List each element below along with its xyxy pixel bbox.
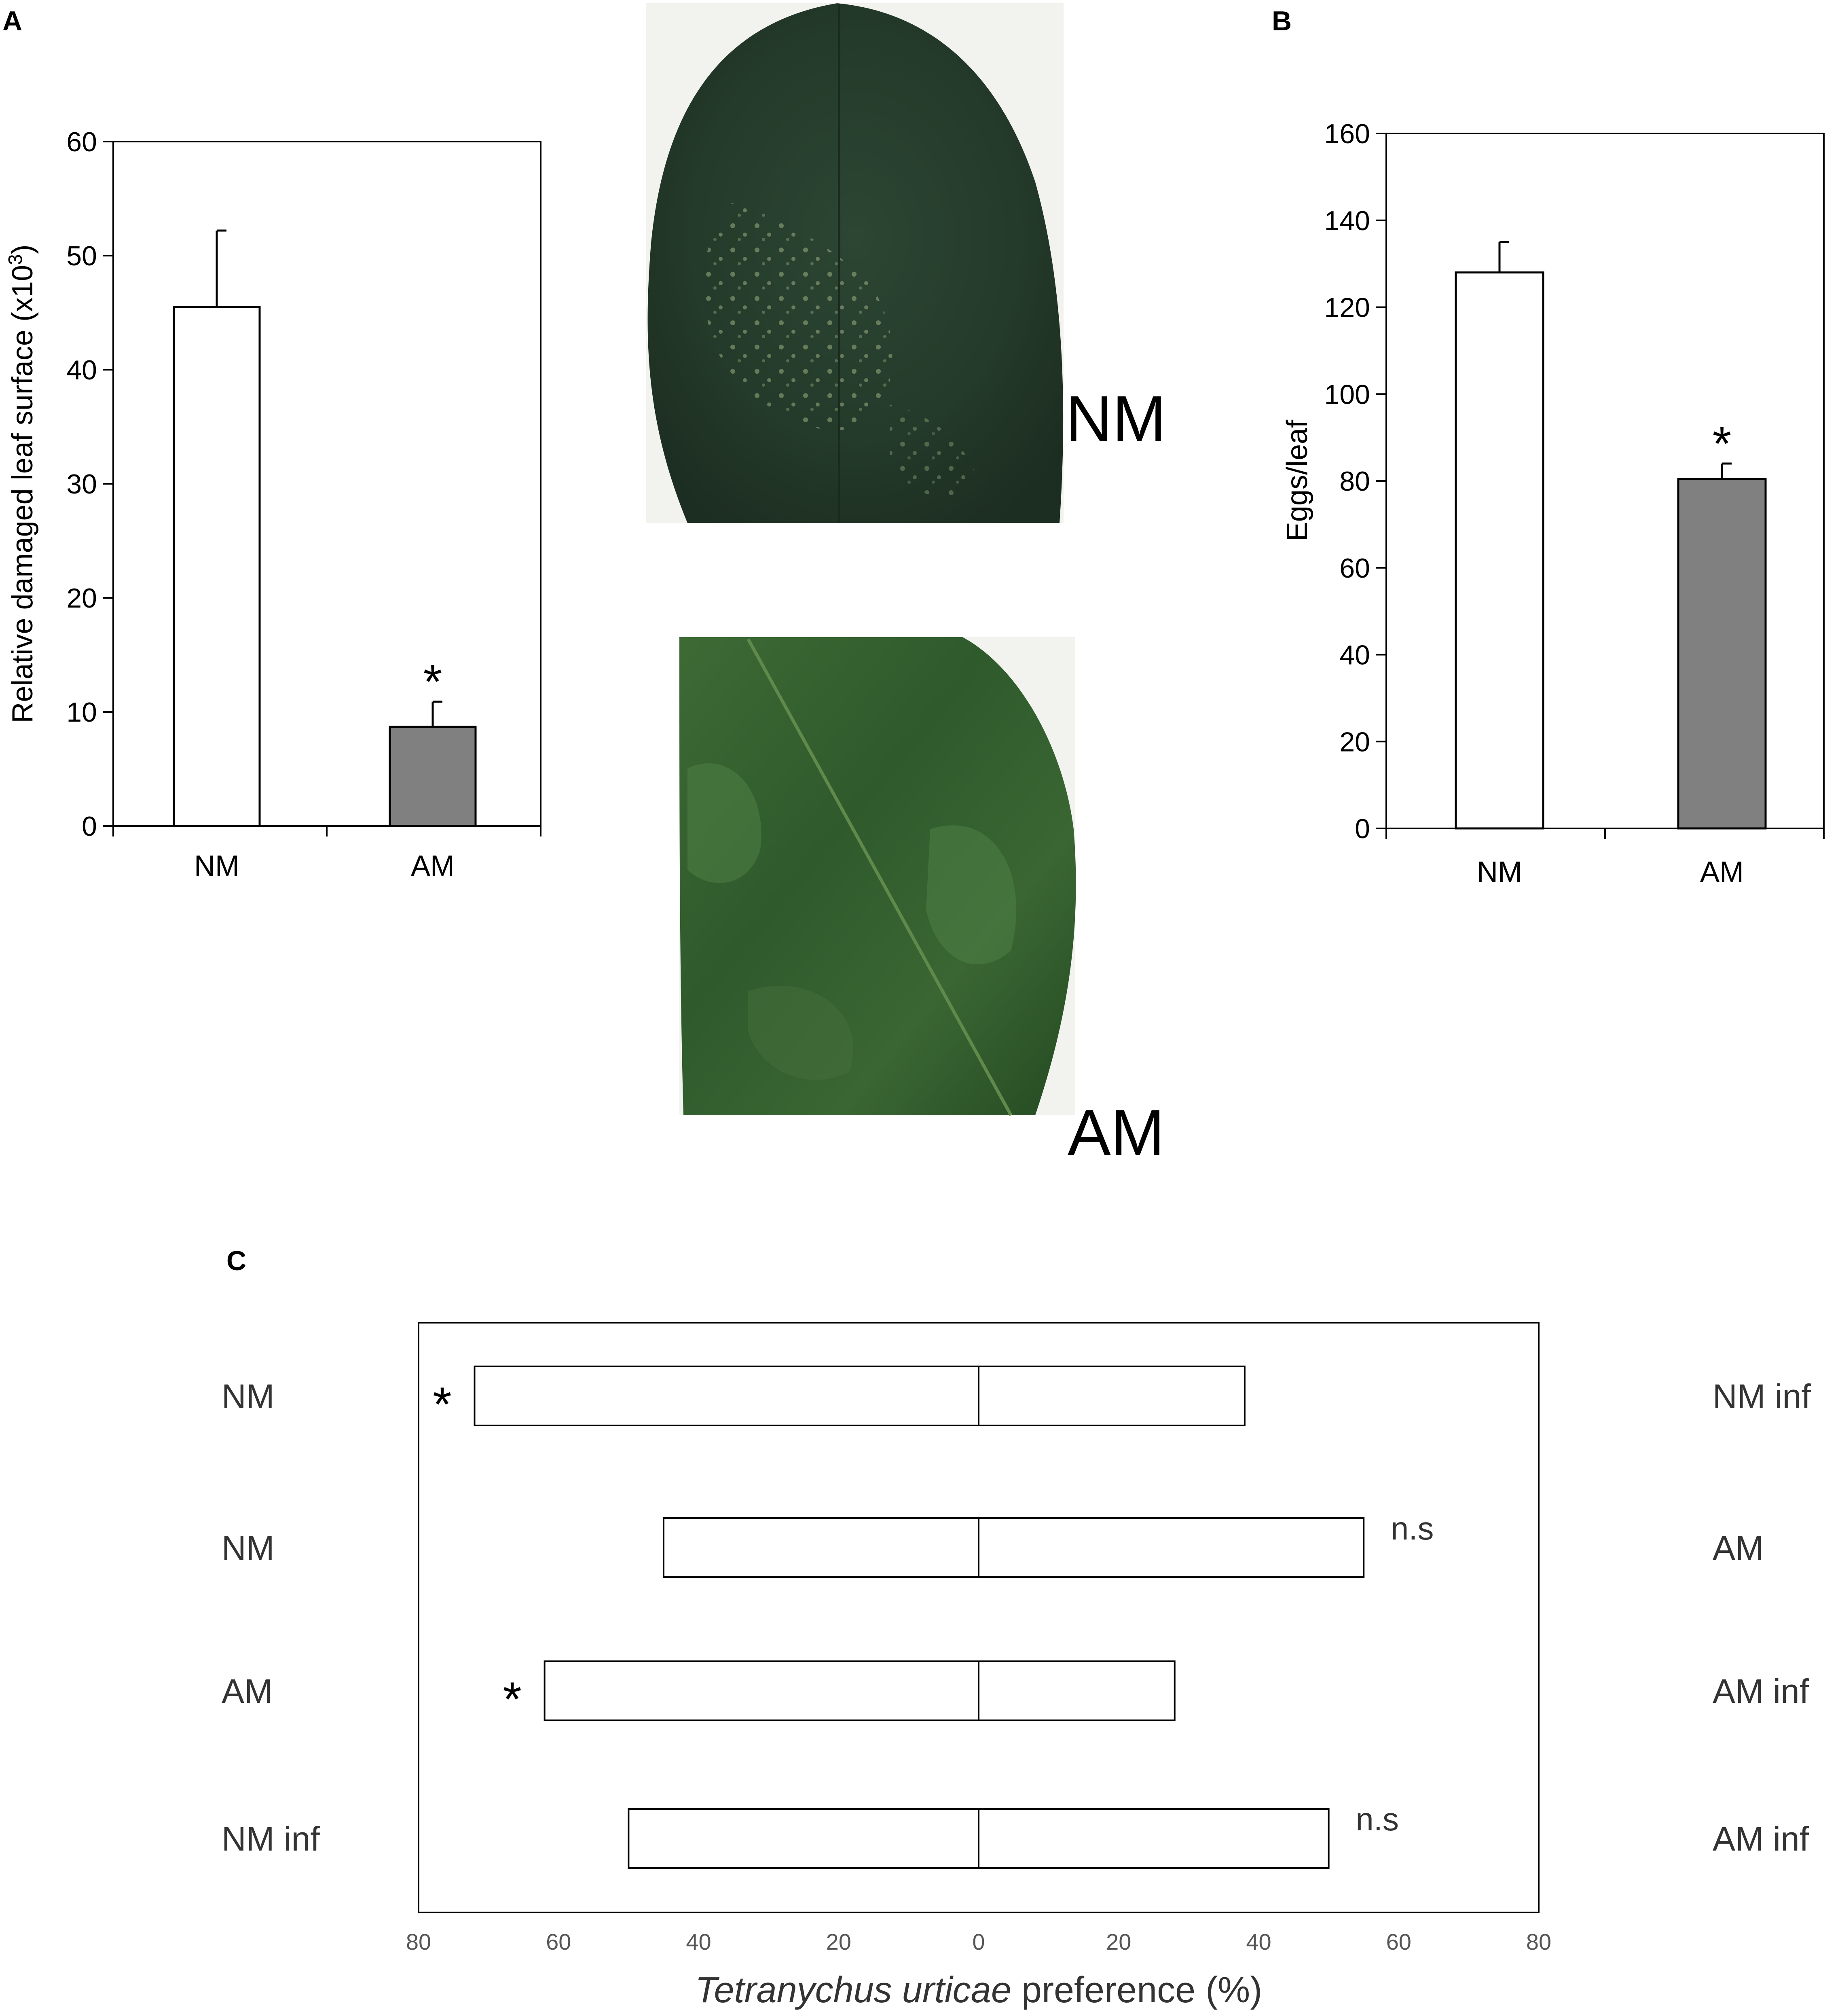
chart-c-ns-label: n.s (1356, 1801, 1399, 1837)
chart-b-category-am: AM (1700, 856, 1744, 888)
chart-b-y-tick-label: 60 (1339, 553, 1370, 584)
chart-c-x-tick-label: 40 (686, 1929, 711, 1955)
chart-b-y-tick-label: 80 (1339, 466, 1370, 497)
chart-a-x-axis (112, 826, 541, 836)
chart-a-y-label-sup: 3 (5, 254, 26, 265)
chart-a-bar-nm (173, 306, 261, 827)
chart-a: 0 10 20 30 40 50 60 * NM AM Relative damaged l… (5, 127, 541, 882)
photo-nm-leaf (646, 3, 1064, 523)
chart-b-bars: * (1455, 241, 1767, 830)
chart-a-y-label: Relative damaged leaf surface (x103) (5, 244, 39, 723)
chart-b-y-tick-label: 120 (1324, 292, 1370, 323)
chart-b-y-axis: 0 20 40 60 80 100 120 140 160 (1324, 119, 1386, 844)
chart-a-y-tick-label: 60 (66, 127, 97, 157)
chart-c-x-tick-label: 20 (826, 1929, 851, 1955)
chart-a-y-label-end: ) (6, 244, 39, 254)
chart-c-bar-right (978, 1517, 1365, 1578)
chart-c-x-tick-label: 60 (546, 1929, 571, 1955)
photo-am-label: AM (1068, 1096, 1165, 1169)
chart-c-bar-right (978, 1660, 1176, 1721)
chart-c-x-label: Tetranychus urticae preference (%) (695, 1970, 1262, 2010)
chart-a-bars: * (173, 229, 477, 827)
chart-a-y-tick-label: 10 (66, 697, 97, 728)
chart-c-frame (418, 1322, 1540, 1913)
chart-c-row-left-label: NM (222, 1529, 275, 1567)
chart-b-x-axis (1385, 828, 1825, 839)
chart-a-y-tick-label: 30 (66, 469, 97, 500)
chart-b-bar-nm (1455, 271, 1544, 830)
chart-c-row: NM NM inf * (222, 1366, 1811, 1432)
chart-c-row: NM AM n.s (222, 1510, 1764, 1578)
chart-c-x-label-rest: preference (%) (1011, 1970, 1262, 2010)
chart-a-y-tick-label: 20 (66, 583, 97, 614)
chart-c-row-right-label: AM inf (1713, 1672, 1809, 1710)
chart-a-y-tick-label: 50 (66, 241, 97, 271)
chart-a-significance-marker: * (423, 655, 442, 709)
chart-b-y-tick-label: 40 (1339, 640, 1370, 671)
chart-a-y-label-main: Relative damaged leaf surface (x10 (6, 265, 39, 723)
chart-c-x-tick-label: 80 (406, 1929, 431, 1955)
chart-b-y-label: Eggs/leaf (1281, 419, 1313, 541)
chart-a-y-axis: 0 10 20 30 40 50 60 (66, 127, 113, 842)
photo-nm-label: NM (1066, 382, 1166, 455)
chart-c-row: NM inf AM inf n.s (222, 1801, 1809, 1869)
chart-b-y-tick-label: 0 (1355, 813, 1370, 844)
chart-c-significance-marker: * (433, 1377, 452, 1432)
chart-b-y-tick-label: 160 (1324, 119, 1370, 149)
chart-b-category-nm: NM (1477, 856, 1522, 888)
chart-c-row-right-label: AM (1713, 1529, 1764, 1567)
chart-c-row-left-label: NM inf (222, 1820, 320, 1858)
chart-c-bar-left (544, 1660, 979, 1721)
chart-c: NM NM inf * NM AM n.s AM AM inf * NM inf AM inf n.s… (222, 1322, 1811, 2010)
chart-c-x-tick-label: 80 (1526, 1929, 1551, 1955)
chart-c-bar-left (662, 1517, 979, 1578)
chart-c-x-tick-label: 60 (1386, 1929, 1411, 1955)
chart-c-bar-right (978, 1808, 1330, 1869)
chart-c-bar-left (474, 1366, 979, 1426)
chart-c-x-ticks: 80 60 40 20 0 20 40 60 80 (406, 1929, 1551, 1955)
panel-letter-b: B (1272, 6, 1292, 36)
chart-c-bar-left (628, 1808, 979, 1869)
chart-c-rows: NM NM inf * NM AM n.s AM AM inf * NM inf AM inf n.s (222, 1366, 1811, 1869)
chart-c-row-right-label: AM inf (1713, 1820, 1809, 1858)
chart-b: 0 20 40 60 80 100 120 140 160 * NM AM Eggs/leaf (1281, 119, 1825, 888)
chart-b-significance-marker: * (1713, 417, 1732, 471)
chart-b-bar-am (1677, 478, 1767, 830)
chart-b-y-tick-label: 140 (1324, 205, 1370, 236)
chart-a-y-tick-label: 40 (66, 355, 97, 385)
chart-c-row-right-label: NM inf (1713, 1377, 1811, 1415)
chart-c-x-tick-label: 0 (972, 1929, 985, 1955)
chart-a-bar-am (389, 726, 477, 827)
chart-c-significance-marker: * (503, 1672, 522, 1726)
panel-letter-a: A (2, 6, 22, 36)
chart-c-row-left-label: AM (222, 1672, 273, 1710)
chart-c-bar-right (978, 1366, 1246, 1426)
photo-am-leaf (679, 637, 1076, 1116)
panel-letter-c: C (226, 1245, 246, 1276)
chart-a-category-nm: NM (194, 850, 239, 882)
chart-c-x-label-italic: Tetranychus urticae (695, 1970, 1011, 2010)
chart-b-y-tick-label: 20 (1339, 726, 1370, 757)
chart-c-ns-label: n.s (1391, 1510, 1434, 1546)
chart-c-row-left-label: NM (222, 1377, 275, 1415)
chart-a-category-am: AM (411, 850, 455, 882)
chart-c-row: AM AM inf * (222, 1660, 1809, 1726)
chart-a-y-tick-label: 0 (82, 811, 97, 842)
chart-c-x-tick-label: 40 (1246, 1929, 1271, 1955)
chart-b-y-tick-label: 100 (1324, 379, 1370, 410)
chart-c-x-tick-label: 20 (1106, 1929, 1131, 1955)
